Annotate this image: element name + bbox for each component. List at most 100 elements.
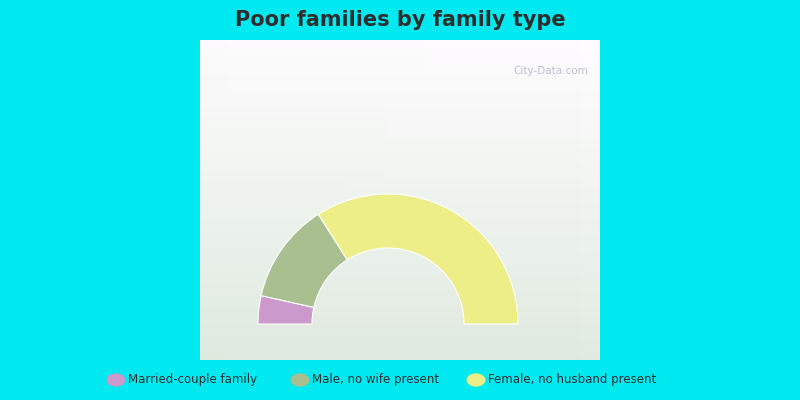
- Bar: [302, 40, 304, 360]
- Bar: [200, 248, 600, 250]
- Bar: [200, 158, 600, 160]
- Bar: [422, 40, 424, 360]
- Bar: [442, 40, 444, 360]
- Ellipse shape: [107, 374, 125, 386]
- Bar: [468, 40, 470, 360]
- Bar: [404, 40, 406, 360]
- Bar: [200, 54, 600, 56]
- Bar: [200, 181, 600, 182]
- Bar: [200, 130, 600, 131]
- Bar: [310, 40, 312, 360]
- Bar: [200, 62, 600, 64]
- Bar: [594, 40, 596, 360]
- Bar: [286, 40, 288, 360]
- Bar: [272, 40, 274, 360]
- Bar: [482, 40, 484, 360]
- Bar: [400, 40, 402, 360]
- Bar: [200, 243, 600, 245]
- Bar: [200, 227, 600, 229]
- Bar: [200, 155, 600, 157]
- Bar: [200, 230, 600, 232]
- Bar: [366, 40, 368, 360]
- Bar: [406, 40, 408, 360]
- Bar: [200, 184, 600, 186]
- Bar: [466, 40, 468, 360]
- Bar: [200, 42, 600, 43]
- Bar: [200, 206, 600, 208]
- Bar: [200, 141, 600, 142]
- Bar: [200, 120, 600, 122]
- Text: Female, no husband present: Female, no husband present: [488, 374, 656, 386]
- Bar: [200, 186, 600, 187]
- Bar: [488, 40, 490, 360]
- Bar: [200, 232, 600, 234]
- Bar: [200, 61, 600, 62]
- Bar: [460, 40, 462, 360]
- Bar: [200, 90, 600, 91]
- Bar: [364, 40, 366, 360]
- Bar: [396, 40, 398, 360]
- Text: City-Data.com: City-Data.com: [514, 66, 588, 76]
- Bar: [200, 312, 600, 314]
- Bar: [200, 251, 600, 253]
- Bar: [544, 40, 546, 360]
- Bar: [200, 46, 600, 48]
- Bar: [200, 98, 600, 99]
- Bar: [200, 341, 600, 342]
- Bar: [290, 40, 292, 360]
- Bar: [264, 40, 266, 360]
- Bar: [200, 328, 600, 330]
- Bar: [556, 40, 558, 360]
- Bar: [200, 246, 600, 248]
- Bar: [546, 40, 548, 360]
- Bar: [200, 91, 600, 93]
- Bar: [582, 40, 584, 360]
- Bar: [200, 309, 600, 310]
- Bar: [456, 40, 458, 360]
- Bar: [200, 101, 600, 102]
- Bar: [348, 40, 350, 360]
- Bar: [214, 40, 216, 360]
- Bar: [228, 40, 230, 360]
- Bar: [288, 40, 290, 360]
- Bar: [232, 40, 234, 360]
- Bar: [200, 267, 600, 269]
- Bar: [200, 128, 600, 130]
- Bar: [200, 222, 600, 224]
- Bar: [200, 58, 600, 59]
- Bar: [200, 123, 600, 125]
- Bar: [200, 258, 600, 259]
- Bar: [502, 40, 504, 360]
- Bar: [200, 242, 600, 243]
- Bar: [200, 170, 600, 171]
- Bar: [530, 40, 532, 360]
- Bar: [510, 40, 512, 360]
- Bar: [536, 40, 538, 360]
- Bar: [200, 114, 600, 115]
- Bar: [200, 162, 600, 163]
- Text: Male, no wife present: Male, no wife present: [312, 374, 439, 386]
- Bar: [282, 40, 284, 360]
- Bar: [542, 40, 544, 360]
- Bar: [200, 166, 600, 168]
- Bar: [352, 40, 354, 360]
- Bar: [492, 40, 494, 360]
- Bar: [200, 226, 600, 227]
- Wedge shape: [258, 296, 314, 324]
- Bar: [200, 354, 600, 355]
- Bar: [378, 40, 380, 360]
- Bar: [204, 40, 206, 360]
- Wedge shape: [261, 214, 347, 308]
- Bar: [200, 269, 600, 270]
- Bar: [200, 326, 600, 328]
- Bar: [200, 342, 600, 344]
- Bar: [226, 40, 228, 360]
- Bar: [514, 40, 516, 360]
- Bar: [200, 96, 600, 98]
- Bar: [200, 43, 600, 45]
- Bar: [200, 238, 600, 240]
- Bar: [200, 296, 600, 298]
- Bar: [552, 40, 554, 360]
- Bar: [200, 179, 600, 181]
- Bar: [528, 40, 530, 360]
